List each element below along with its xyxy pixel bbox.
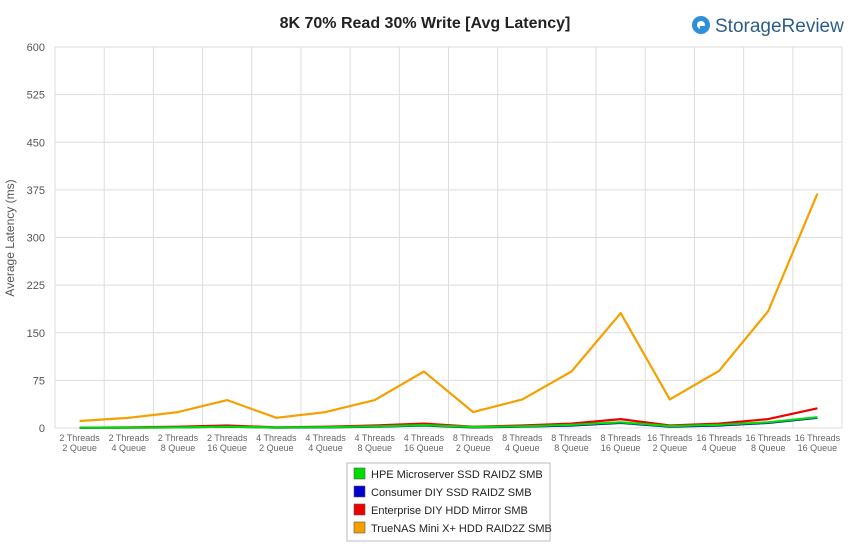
x-tick-label: 2 Queue (653, 443, 688, 453)
x-tick-label: 8 Queue (161, 443, 196, 453)
legend-swatch (353, 503, 366, 516)
x-tick-label: 2 Threads (109, 433, 150, 443)
legend-swatch (353, 467, 366, 480)
legend-label: Consumer DIY SSD RAIDZ SMB (371, 487, 532, 499)
legend-label: Enterprise DIY HDD Mirror SMB (371, 505, 528, 517)
y-tick-label: 150 (27, 328, 45, 340)
x-tick-label: 16 Threads (696, 433, 742, 443)
y-axis-label: Average Latency (ms) (3, 179, 17, 296)
y-tick-label: 375 (27, 185, 45, 197)
x-tick-label: 4 Queue (702, 443, 737, 453)
x-tick-label: 8 Queue (554, 443, 589, 453)
legend-box (346, 462, 551, 542)
x-tick-label: 16 Queue (601, 443, 641, 453)
x-tick-label: 16 Queue (404, 443, 444, 453)
y-tick-label: 300 (27, 233, 45, 245)
y-tick-label: 225 (27, 280, 45, 292)
legend: HPE Microserver SSD RAIDZ SMB Consumer DI… (346, 462, 552, 542)
x-tick-label: 16 Threads (746, 433, 792, 443)
x-tick-label: 16 Threads (795, 433, 841, 443)
series-lines (79, 193, 819, 429)
x-tick-label: 2 Queue (456, 443, 491, 453)
x-tick-label: 16 Threads (647, 433, 693, 443)
legend-label: HPE Microserver SSD RAIDZ SMB (371, 469, 543, 481)
y-tick-label: 450 (27, 137, 45, 149)
x-tick-label: 16 Queue (798, 443, 838, 453)
x-tick-label: 2 Threads (59, 433, 100, 443)
legend-swatch (353, 485, 366, 498)
x-tick-label: 8 Queue (357, 443, 392, 453)
y-tick-label: 600 (27, 42, 45, 54)
y-tick-label: 0 (39, 423, 45, 435)
legend-label: TrueNAS Mini X+ HDD RAID2Z SMB (371, 523, 552, 535)
x-tick-label: 4 Queue (308, 443, 343, 453)
x-tick-label: 8 Threads (502, 433, 543, 443)
x-tick-label: 2 Threads (207, 433, 248, 443)
x-tick-label: 8 Threads (600, 433, 641, 443)
x-tick-label: 4 Queue (112, 443, 147, 453)
x-tick-label: 8 Threads (453, 433, 494, 443)
x-tick-label: 2 Queue (259, 443, 294, 453)
brand-logo: StorageReview (692, 16, 844, 37)
x-tick-label: 2 Threads (158, 433, 199, 443)
y-tick-label: 75 (33, 375, 45, 387)
x-tick-label: 4 Threads (256, 433, 297, 443)
y-axis-ticks: 0 75 150 225 300 375 450 525 600 (27, 42, 45, 435)
chart-title: 8K 70% Read 30% Write [Avg Latency] (280, 15, 571, 32)
x-tick-label: 2 Queue (62, 443, 97, 453)
x-tick-label: 4 Threads (355, 433, 396, 443)
series-line-0 (79, 416, 818, 429)
storagereview-logo-icon-tail (700, 26, 706, 32)
brand-name: StorageReview (715, 16, 844, 37)
x-tick-label: 4 Queue (505, 443, 540, 453)
x-tick-label: 16 Queue (207, 443, 247, 453)
x-tick-label: 4 Threads (305, 433, 346, 443)
x-tick-label: 8 Queue (751, 443, 786, 453)
series-line-3 (79, 193, 819, 423)
x-tick-label: 8 Threads (551, 433, 592, 443)
grid (54, 46, 843, 429)
y-tick-label: 525 (27, 90, 45, 102)
x-tick-label: 4 Threads (404, 433, 445, 443)
legend-swatch (353, 521, 366, 534)
